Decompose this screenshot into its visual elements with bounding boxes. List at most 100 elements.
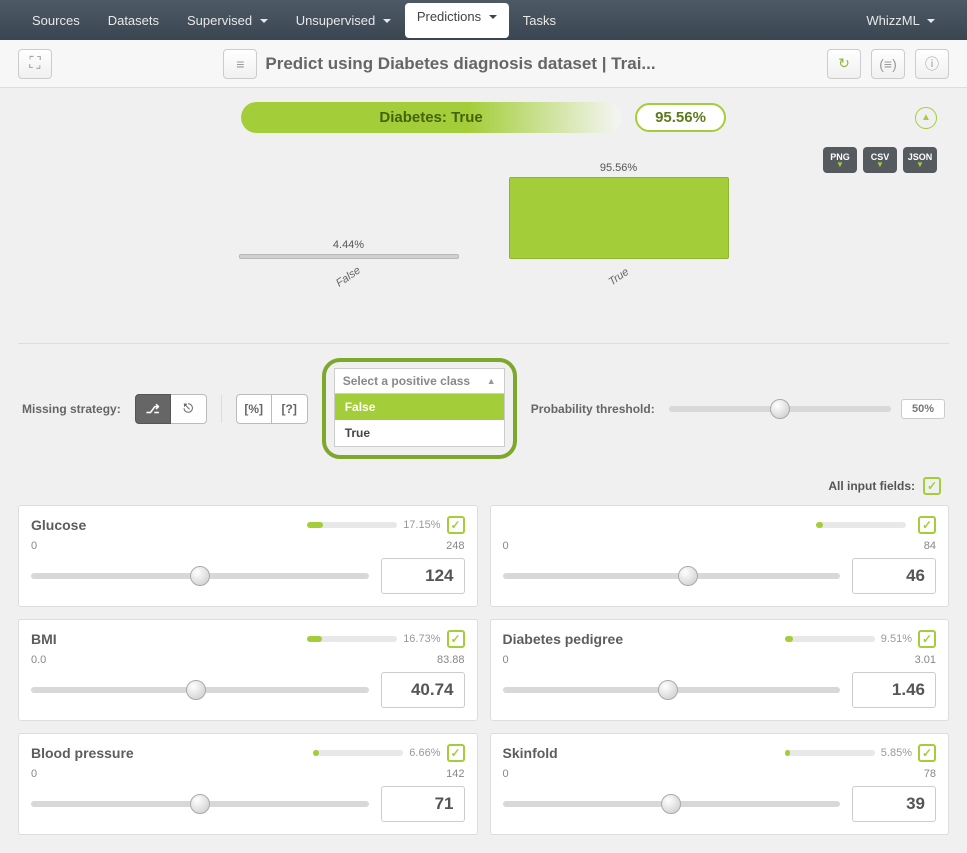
field-importance: ✓ [816,516,936,534]
field-value[interactable]: 39 [852,786,936,822]
importance-pct: 6.66% [409,747,440,759]
chevron-up-icon: ▲ [487,376,496,386]
field-name: Skinfold [503,745,558,761]
field-checkbox[interactable]: ✓ [447,630,465,648]
field-value[interactable]: 124 [381,558,465,594]
field-min: 0 [31,540,37,552]
field-card-glucose: Glucose17.15%✓0248124 [18,505,478,607]
field-slider[interactable] [503,573,841,579]
positive-class-dropdown-highlight: Select a positive class ▲ False True [322,358,517,459]
field-max: 83.88 [437,654,465,666]
chevron-up-icon: ▲ [921,112,931,123]
fields-grid: Glucose17.15%✓0248124✓08446BMI16.73%✓0.0… [0,505,967,853]
slider-knob[interactable] [190,566,210,586]
slider-knob[interactable] [661,794,681,814]
slider-knob[interactable] [190,794,210,814]
nav-whizzml-label: WhizzML [866,13,919,28]
subheader: ⛶ ≡ Predict using Diabetes diagnosis dat… [0,40,967,88]
threshold-q-button[interactable]: [?] [272,394,308,424]
field-slider[interactable] [31,573,369,579]
field-slider[interactable] [31,687,369,693]
field-importance: 6.66% ✓ [313,744,464,762]
field-slider[interactable] [31,801,369,807]
threshold-pct-button[interactable]: [%] [236,394,272,424]
field-name: Blood pressure [31,745,134,761]
chevron-down-icon [489,15,497,19]
threshold-slider-wrap: 50% [669,399,945,419]
field-checkbox[interactable]: ✓ [918,630,936,648]
export-json-button[interactable]: JSON▼ [903,147,937,173]
field-checkbox[interactable]: ✓ [447,744,465,762]
info-button[interactable]: ⓘ [915,49,949,79]
question-icon: [?] [282,402,297,416]
field-importance: 16.73% ✓ [307,630,464,648]
nav-predictions[interactable]: Predictions [405,3,509,38]
field-slider[interactable] [503,687,841,693]
field-range: 03.01 [503,654,937,666]
branch-alt-icon: ⎋ [183,401,193,416]
resource-tree-button[interactable]: ⛶ [18,49,52,79]
field-checkbox[interactable]: ✓ [918,744,936,762]
field-card-blood-pressure: Blood pressure6.66%✓014271 [18,733,478,835]
slider-knob[interactable] [770,399,790,419]
all-fields-row: All input fields: ✓ [0,473,967,505]
field-checkbox[interactable]: ✓ [918,516,936,534]
field-max: 248 [446,540,464,552]
all-fields-checkbox[interactable]: ✓ [923,477,941,495]
field-max: 3.01 [915,654,936,666]
bar-label-false: False [334,264,363,289]
importance-pct: 5.85% [881,747,912,759]
chevron-down-icon [927,19,935,23]
field-value[interactable]: 71 [381,786,465,822]
confidence-badge: 95.56% [635,103,726,132]
dropdown-option-true[interactable]: True [335,420,504,446]
pct-icon: [%] [244,402,263,416]
collapse-button[interactable]: ▲ [915,107,937,129]
chevron-down-icon [383,19,391,23]
prediction-result-row: Diabetes: True 95.56% ▲ [0,88,967,143]
importance-pct: 9.51% [881,633,912,645]
field-min: 0 [503,654,509,666]
nav-tasks[interactable]: Tasks [509,3,570,38]
divider-vertical [221,395,222,423]
settings-button[interactable]: (≡) [871,49,905,79]
bar-label-true: True [606,266,631,288]
slider-knob[interactable] [678,566,698,586]
slider-knob[interactable] [658,680,678,700]
refresh-button[interactable]: ↻ [827,49,861,79]
missing-last-button[interactable]: ⎇ [135,394,171,424]
slider-knob[interactable] [186,680,206,700]
missing-proportional-button[interactable]: ⎋ [171,394,207,424]
controls-row: Missing strategy: ⎇ ⎋ [%] [?] Select a p… [0,344,967,473]
nav-datasets[interactable]: Datasets [94,3,173,38]
importance-pct: 16.73% [403,633,440,645]
export-csv-button[interactable]: CSV▼ [863,147,897,173]
field-value[interactable]: 46 [852,558,936,594]
nav-supervised[interactable]: Supervised [173,3,282,38]
export-png-button[interactable]: PNG▼ [823,147,857,173]
nav-whizzml[interactable]: WhizzML [852,3,949,38]
nav-sources[interactable]: Sources [18,3,94,38]
bar-true: 95.56% True [509,162,729,283]
field-range: 084 [503,540,937,552]
field-importance: 17.15%✓ [307,516,464,534]
dropdown-option-false[interactable]: False [335,394,504,420]
field-max: 84 [924,540,936,552]
download-icon: ▼ [876,162,884,168]
threshold-slider[interactable] [669,406,891,412]
positive-class-select[interactable]: Select a positive class ▲ [334,368,505,394]
settings-icon: (≡) [879,56,897,72]
field-checkbox[interactable]: ✓ [447,516,465,534]
threshold-value: 50% [901,399,945,419]
info-icon: ⓘ [925,54,939,74]
field-name: Diabetes pedigree [503,631,624,647]
field-value[interactable]: 40.74 [381,672,465,708]
field-slider[interactable] [503,801,841,807]
branch-icon: ⎇ [146,402,160,416]
field-value[interactable]: 1.46 [852,672,936,708]
nav-unsupervised[interactable]: Unsupervised [282,3,405,38]
chevron-down-icon [260,19,268,23]
model-type-button[interactable]: ≡ [223,49,257,79]
field-min: 0.0 [31,654,46,666]
field-card-field-1: ✓ 084 46 [490,505,950,607]
